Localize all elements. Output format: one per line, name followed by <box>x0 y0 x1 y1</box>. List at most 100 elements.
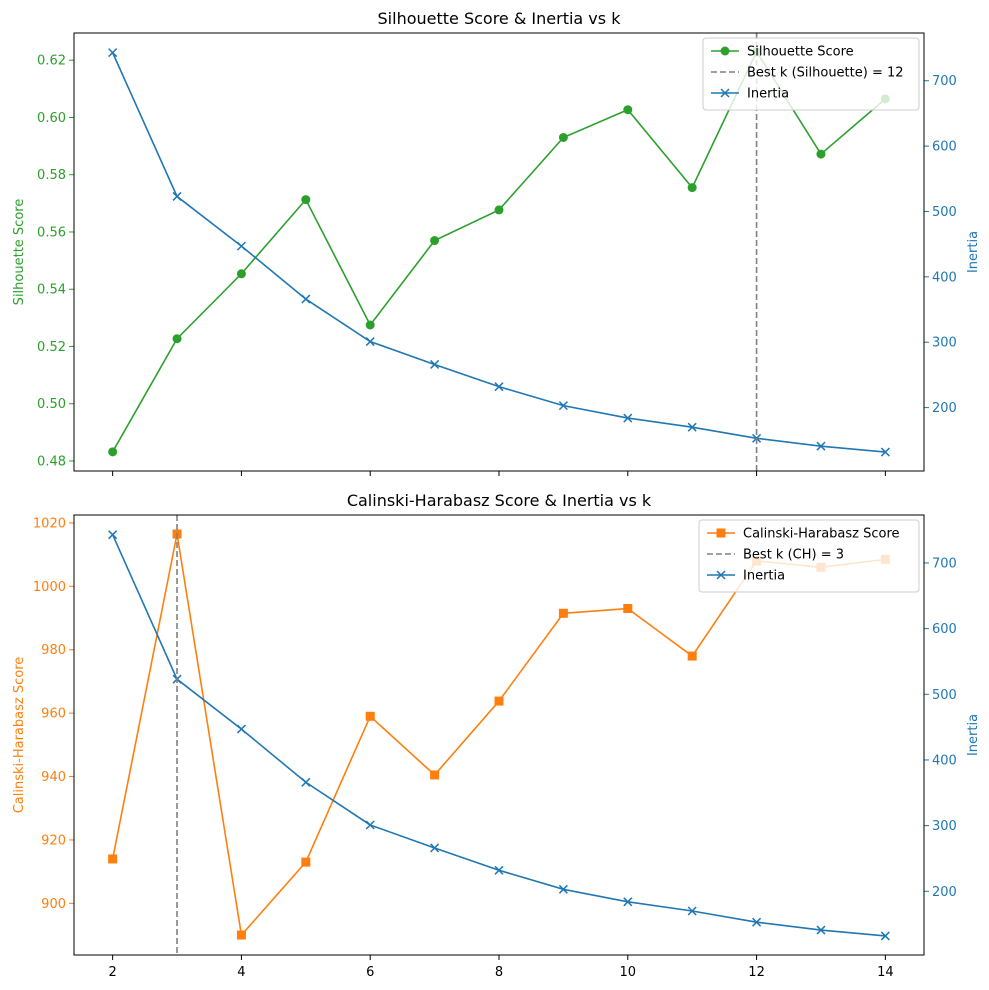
data-point <box>687 651 697 661</box>
legend-label: Silhouette Score <box>747 45 854 60</box>
legend-swatch-marker <box>716 570 726 580</box>
data-point <box>752 917 762 927</box>
left-tick-label: 900 <box>41 897 66 912</box>
right-tick-label: 400 <box>932 753 957 768</box>
data-point <box>558 608 568 618</box>
data-point <box>172 334 182 344</box>
data-point <box>301 294 311 304</box>
data-point <box>172 191 182 201</box>
x-tick-label: 2 <box>108 965 116 980</box>
right-tick-label: 400 <box>932 270 957 285</box>
legend-swatch-marker <box>716 528 726 538</box>
data-point <box>108 48 118 58</box>
left-tick-label: 0.62 <box>37 54 66 69</box>
data-point <box>494 865 504 875</box>
left-tick-label: 940 <box>41 770 66 785</box>
data-point <box>687 906 697 916</box>
data-point <box>430 236 440 246</box>
data-point <box>816 149 826 159</box>
legend: Silhouette Score Best k (Silhouette) = 12… <box>702 37 920 111</box>
series-line-0 <box>111 49 886 453</box>
right-tick-label: 700 <box>932 74 957 89</box>
data-point <box>816 925 826 935</box>
silhouette-panel: Silhouette Score & Inertia vs k 0.48 0.50 0… <box>12 9 981 476</box>
right-tick-label: 500 <box>932 688 957 703</box>
x-tick-label: 4 <box>237 965 245 980</box>
data-point <box>687 183 697 193</box>
left-tick-label: 1020 <box>33 516 66 531</box>
chart-title: Calinski-Harabasz Score & Inertia vs k <box>347 491 652 510</box>
plot-frame <box>73 32 925 472</box>
left-tick-label: 1000 <box>33 580 66 595</box>
legend: Calinski-Harabasz Score Best k (CH) = 3 In… <box>698 519 920 593</box>
data-point <box>494 382 504 392</box>
left-tick-label: 0.52 <box>37 340 66 355</box>
right-tick-label: 300 <box>932 336 957 351</box>
left-tick-label: 960 <box>41 707 66 722</box>
data-point <box>236 724 246 734</box>
x-tick-label: 12 <box>748 965 765 980</box>
legend-box <box>698 519 920 593</box>
left-tick-label: 980 <box>41 643 66 658</box>
data-point <box>301 857 311 867</box>
data-point <box>816 441 826 451</box>
right-tick-label: 300 <box>932 819 957 834</box>
data-point <box>494 205 504 215</box>
legend-label: Inertia <box>743 569 785 584</box>
data-point <box>494 696 504 706</box>
data-point <box>430 359 440 369</box>
data-point <box>365 337 375 347</box>
right-tick-label: 200 <box>932 401 957 416</box>
data-point <box>430 843 440 853</box>
left-tick-label: 920 <box>41 833 66 848</box>
data-point <box>236 241 246 251</box>
data-point <box>301 777 311 787</box>
right-tick-label: 600 <box>932 622 957 637</box>
data-point <box>108 530 118 540</box>
legend-label: Best k (Silhouette) = 12 <box>747 66 904 81</box>
data-point <box>365 320 375 330</box>
data-point <box>365 820 375 830</box>
legend-swatch-marker <box>720 88 730 98</box>
right-axis-label: Inertia <box>966 714 981 756</box>
data-point <box>301 195 311 205</box>
x-tick-label: 10 <box>620 965 637 980</box>
legend-label: Inertia <box>747 87 789 102</box>
series-line-1 <box>111 52 886 453</box>
left-tick-label: 0.60 <box>37 111 66 126</box>
data-point <box>687 422 697 432</box>
plot-frame <box>73 514 925 956</box>
data-point <box>558 884 568 894</box>
left-tick-label: 0.56 <box>37 225 66 240</box>
data-point <box>880 447 890 457</box>
data-point <box>558 401 568 411</box>
data-point <box>623 413 633 423</box>
data-point <box>108 447 118 457</box>
x-tick-label: 8 <box>495 965 503 980</box>
legend-label: Calinski-Harabasz Score <box>743 527 900 542</box>
x-tick-label: 6 <box>366 965 374 980</box>
data-point <box>880 931 890 941</box>
calinski-panel: Calinski-Harabasz Score & Inertia vs k 2 4… <box>12 491 981 980</box>
legend-box <box>702 37 920 111</box>
data-point <box>623 897 633 907</box>
x-tick-label: 14 <box>877 965 894 980</box>
left-axis-label: Silhouette Score <box>12 199 27 306</box>
right-tick-label: 500 <box>932 205 957 220</box>
data-point <box>623 604 633 614</box>
legend-swatch-marker <box>720 46 730 56</box>
data-point <box>236 269 246 279</box>
right-axis-label: Inertia <box>966 231 981 273</box>
right-tick-label: 200 <box>932 885 957 900</box>
right-tick-label: 700 <box>932 556 957 571</box>
data-point <box>558 132 568 142</box>
left-tick-label: 0.48 <box>37 454 66 469</box>
right-tick-label: 600 <box>932 140 957 155</box>
data-point <box>365 711 375 721</box>
data-point <box>430 770 440 780</box>
left-tick-label: 0.50 <box>37 397 66 412</box>
series-line-0 <box>111 533 886 937</box>
chart-title: Silhouette Score & Inertia vs k <box>378 9 622 28</box>
legend-label: Best k (CH) = 3 <box>743 548 844 563</box>
